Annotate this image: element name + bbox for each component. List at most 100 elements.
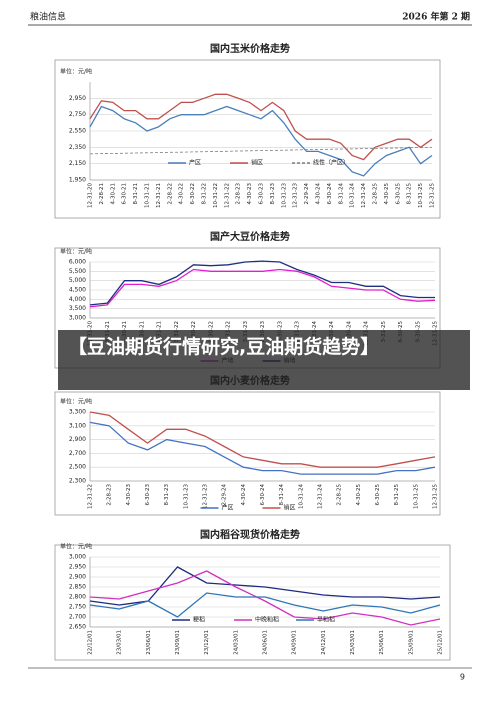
banner: 【豆油期货行情研究,豆油期货趋势】	[58, 330, 470, 390]
y-tick-label: 3,300	[69, 409, 86, 416]
header-right: 2026 年第 2 期	[402, 11, 470, 23]
x-tick-label: 12-31-22	[88, 484, 94, 509]
y-tick-label: 2,900	[69, 574, 86, 581]
x-tick-label: 2-28-23	[236, 183, 242, 205]
y-tick-label: 2,800	[69, 594, 86, 601]
x-tick-label: 6-30-24	[327, 183, 333, 205]
x-tick-label: 24/06/01	[263, 630, 269, 655]
x-tick-label: 4-30-23	[247, 183, 253, 205]
x-tick-label: 2-28-25	[373, 183, 379, 205]
x-tick-label: 6-30-24	[260, 484, 266, 506]
unit-label: 单位：元/吨	[60, 543, 92, 551]
unit-label: 单位：元/吨	[60, 248, 92, 256]
x-tick-label: 8-31-24	[279, 484, 285, 506]
x-tick-label: 2-29-24	[222, 484, 228, 506]
y-tick-label: 3,500	[69, 305, 86, 312]
y-tick-label: 2,650	[69, 624, 86, 631]
x-tick-label: 6-30-21	[122, 183, 128, 204]
page-number: 9	[460, 673, 465, 682]
x-tick-label: 10-31-23	[183, 484, 189, 509]
chart-title: 国内玉米价格走势	[210, 42, 290, 55]
chart-frame	[54, 544, 451, 661]
x-tick-label: 8-31-23	[164, 484, 170, 506]
y-tick-label: 4,500	[69, 287, 86, 294]
x-tick-label: 8-31-24	[338, 183, 344, 205]
x-tick-label: 8-31-25	[394, 484, 400, 506]
x-tick-label: 4-30-21	[110, 183, 116, 204]
x-tick-label: 25/12/01	[438, 630, 444, 655]
x-tick-label: 8-31-23	[270, 183, 276, 205]
legend-label: 线性（产区）	[313, 159, 349, 167]
x-tick-label: 4-30-23	[126, 484, 132, 506]
series-line	[89, 421, 436, 475]
x-tick-label: 6-30-22	[190, 183, 196, 204]
x-tick-label: 2-29-24	[304, 183, 310, 205]
x-tick-label: 25/09/01	[408, 630, 414, 655]
x-tick-label: 4-30-22	[179, 183, 185, 204]
header-left: 粮油信息	[30, 11, 66, 23]
x-tick-label: 24/03/01	[233, 630, 239, 655]
x-tick-label: 8-31-22	[202, 183, 208, 204]
series-line	[89, 411, 436, 468]
y-tick-label: 3,000	[69, 554, 86, 561]
series-line	[89, 260, 435, 306]
x-tick-label: 22/12/01	[88, 630, 94, 655]
chart-title: 国产大豆价格走势	[210, 230, 290, 243]
x-tick-label: 12-31-25	[433, 484, 439, 509]
x-tick-label: 2-28-22	[167, 183, 173, 204]
x-tick-label: 10-31-21	[145, 183, 151, 208]
x-tick-label: 25/03/01	[350, 630, 356, 655]
x-tick-label: 10-31-24	[298, 484, 304, 509]
y-tick-label: 2,350	[69, 144, 86, 151]
y-tick-label: 5,500	[69, 268, 86, 275]
unit-label: 单位：元/吨	[60, 398, 92, 406]
legend-label: 中晚籼稻	[255, 616, 279, 624]
x-tick-label: 12-31-24	[361, 183, 367, 208]
y-tick-label: 5,000	[69, 277, 86, 284]
x-tick-label: 10-31-24	[350, 183, 356, 208]
x-tick-label: 6-30-25	[375, 484, 381, 506]
x-tick-label: 10-31-25	[413, 484, 419, 509]
x-tick-label: 2-28-23	[107, 484, 113, 506]
x-tick-label: 25/06/01	[379, 630, 385, 655]
x-tick-label: 2-28-25	[337, 484, 343, 506]
legend-label: 销区	[284, 504, 296, 512]
series-line	[89, 93, 433, 161]
x-tick-label: 24/12/01	[321, 630, 327, 655]
x-tick-label: 12-31-23	[293, 183, 299, 208]
x-tick-label: 23/12/01	[204, 630, 210, 655]
y-tick-label: 3,000	[69, 315, 86, 322]
legend-label: 产区	[222, 504, 234, 512]
series-line	[89, 570, 441, 626]
y-tick-label: 2,500	[69, 464, 86, 471]
x-tick-label: 4-30-24	[241, 484, 247, 506]
legend-label: 产区	[189, 159, 201, 167]
y-tick-label: 2,700	[69, 614, 86, 621]
legend-label: 粳稻	[193, 616, 205, 624]
x-tick-label: 23/03/01	[117, 630, 123, 655]
unit-label: 单位：元/吨	[60, 68, 92, 76]
x-tick-label: 4-30-25	[384, 183, 390, 205]
y-tick-label: 2,950	[69, 564, 86, 571]
x-tick-label: 12-31-20	[88, 183, 94, 208]
x-tick-label: 2-28-21	[99, 183, 105, 204]
legend-label: 早籼稻	[317, 616, 335, 624]
x-tick-label: 6-30-25	[395, 183, 401, 205]
x-tick-label: 12-31-21	[156, 183, 162, 208]
legend-label: 销区	[251, 159, 263, 167]
series-line	[89, 268, 436, 308]
x-tick-label: 6-30-23	[145, 484, 151, 506]
x-tick-label: 4-30-25	[356, 484, 362, 506]
chart-frame	[54, 59, 441, 219]
y-tick-label: 2,850	[69, 584, 86, 591]
x-tick-label: 12-31-23	[203, 484, 209, 509]
x-tick-label: 12-31-25	[430, 183, 436, 208]
y-tick-label: 6,000	[69, 259, 86, 266]
x-tick-label: 23/06/01	[146, 630, 152, 655]
y-tick-label: 2,750	[69, 604, 86, 611]
y-tick-label: 2,950	[69, 95, 86, 102]
x-tick-label: 8-31-25	[407, 183, 413, 205]
chart-title: 国内稻谷现货价格走势	[200, 528, 300, 541]
x-tick-label: 4-30-24	[316, 183, 322, 205]
x-tick-label: 12-31-22	[224, 183, 230, 208]
